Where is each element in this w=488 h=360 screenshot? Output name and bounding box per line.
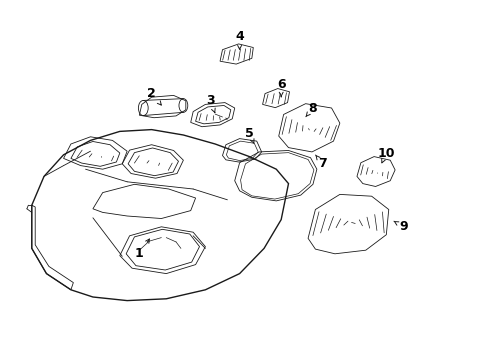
Text: 6: 6 (276, 78, 285, 97)
Text: 5: 5 (244, 127, 253, 143)
Text: 4: 4 (235, 30, 244, 49)
Text: 1: 1 (135, 239, 149, 260)
Text: 8: 8 (305, 102, 317, 117)
Text: 3: 3 (205, 94, 215, 113)
Text: 2: 2 (147, 87, 161, 105)
Text: 10: 10 (377, 147, 394, 163)
Text: 9: 9 (393, 220, 407, 233)
Text: 7: 7 (315, 155, 326, 170)
